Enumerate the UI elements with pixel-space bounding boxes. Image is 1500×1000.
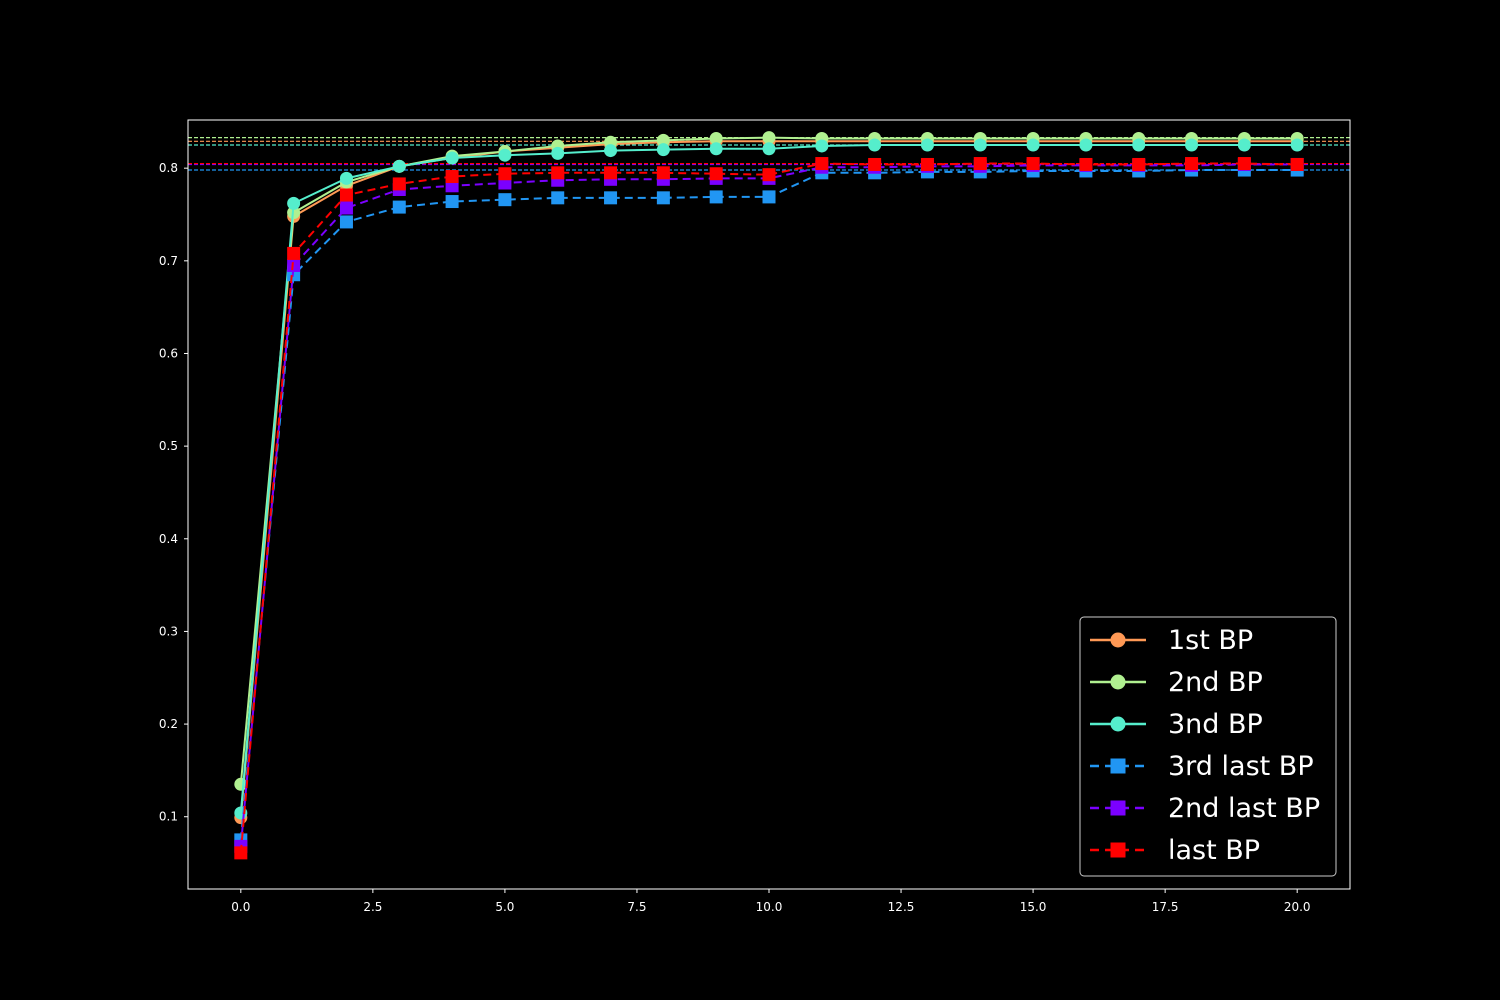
data-point xyxy=(445,195,459,209)
legend-item: 3nd BP xyxy=(1090,709,1263,740)
data-point xyxy=(1290,138,1304,152)
data-point xyxy=(709,190,723,204)
data-point xyxy=(234,846,248,860)
data-point xyxy=(287,196,301,210)
data-point xyxy=(973,157,987,171)
legend-marker xyxy=(1110,758,1126,774)
legend-marker xyxy=(1110,632,1126,648)
y-axis-ticks: 0.1 0.2 0.3 0.4 0.5 0.6 0.7 0.8 xyxy=(159,161,188,824)
data-point xyxy=(551,166,565,180)
data-point xyxy=(762,131,776,145)
series-layer xyxy=(234,131,1304,860)
data-point xyxy=(920,138,934,152)
data-point xyxy=(709,132,723,146)
data-point xyxy=(287,246,301,260)
x-tick-label: 17.5 xyxy=(1152,900,1179,914)
data-point xyxy=(1237,157,1251,171)
data-point xyxy=(445,170,459,184)
data-point xyxy=(498,148,512,162)
data-point xyxy=(604,191,618,205)
data-point xyxy=(1237,138,1251,152)
data-point xyxy=(868,138,882,152)
data-point xyxy=(339,171,353,185)
x-tick-label: 0.0 xyxy=(231,900,250,914)
data-point xyxy=(392,177,406,191)
data-point xyxy=(339,188,353,202)
data-point xyxy=(551,191,565,205)
data-point xyxy=(1132,157,1146,171)
data-point xyxy=(498,193,512,207)
legend-item: 2nd last BP xyxy=(1090,793,1320,824)
data-point xyxy=(656,143,670,157)
data-point xyxy=(815,157,829,171)
data-point xyxy=(762,190,776,204)
data-point xyxy=(973,138,987,152)
data-point xyxy=(551,146,565,160)
y-tick-label: 0.3 xyxy=(159,624,178,638)
legend-label: 1st BP xyxy=(1168,625,1253,656)
legend-item: 3rd last BP xyxy=(1090,751,1314,782)
data-point xyxy=(392,159,406,173)
x-tick-label: 10.0 xyxy=(756,900,783,914)
y-tick-label: 0.8 xyxy=(159,161,178,175)
series-line xyxy=(239,162,1298,853)
data-point xyxy=(604,144,618,158)
data-point xyxy=(709,167,723,181)
y-tick-label: 0.1 xyxy=(159,810,178,824)
data-point xyxy=(1026,138,1040,152)
data-point xyxy=(1079,138,1093,152)
data-point xyxy=(1132,138,1146,152)
data-point xyxy=(656,133,670,147)
x-tick-label: 15.0 xyxy=(1020,900,1047,914)
data-point xyxy=(1185,157,1199,171)
data-point xyxy=(392,200,406,214)
data-point xyxy=(1185,138,1199,152)
data-point xyxy=(1079,157,1093,171)
data-point xyxy=(339,201,353,215)
x-axis-ticks: 0.0 2.5 5.0 7.5 10.0 12.5 15.0 17.5 20.0 xyxy=(231,889,1311,914)
y-tick-label: 0.7 xyxy=(159,254,178,268)
data-point xyxy=(1290,157,1304,171)
y-tick-label: 0.4 xyxy=(159,532,178,546)
legend-item: 2nd BP xyxy=(1090,667,1263,698)
y-tick-label: 0.2 xyxy=(159,717,178,731)
legend: 1st BP 2nd BP 3nd BP 3rd last BP 2nd last BP… xyxy=(1079,616,1337,877)
data-point xyxy=(762,168,776,182)
x-tick-label: 7.5 xyxy=(627,900,646,914)
data-point xyxy=(604,166,618,180)
legend-label: 3nd BP xyxy=(1168,709,1263,740)
data-point xyxy=(498,167,512,181)
data-point xyxy=(339,215,353,229)
legend-marker xyxy=(1110,842,1126,858)
series-line xyxy=(239,163,1298,847)
legend-label: 2nd last BP xyxy=(1168,793,1320,824)
data-point xyxy=(815,139,829,153)
legend-marker xyxy=(1110,800,1126,816)
data-point xyxy=(445,151,459,165)
y-tick-label: 0.6 xyxy=(159,346,178,360)
legend-label: last BP xyxy=(1168,835,1260,866)
y-tick-label: 0.5 xyxy=(159,439,178,453)
data-point xyxy=(656,166,670,180)
legend-label: 3rd last BP xyxy=(1168,751,1314,782)
data-point xyxy=(709,142,723,156)
series-2 xyxy=(234,138,1304,820)
legend-item: last BP xyxy=(1090,835,1260,866)
x-tick-label: 2.5 xyxy=(363,900,382,914)
legend-marker xyxy=(1110,674,1126,690)
legend-marker xyxy=(1110,716,1126,732)
data-point xyxy=(656,191,670,205)
x-tick-label: 20.0 xyxy=(1284,900,1311,914)
data-point xyxy=(920,157,934,171)
series-5 xyxy=(234,157,1304,860)
data-point xyxy=(868,157,882,171)
data-point xyxy=(287,258,301,272)
data-point xyxy=(1026,157,1040,171)
legend-label: 2nd BP xyxy=(1168,667,1263,698)
x-tick-label: 5.0 xyxy=(495,900,514,914)
data-point xyxy=(762,142,776,156)
x-tick-label: 12.5 xyxy=(888,900,915,914)
legend-item: 1st BP xyxy=(1090,625,1253,656)
